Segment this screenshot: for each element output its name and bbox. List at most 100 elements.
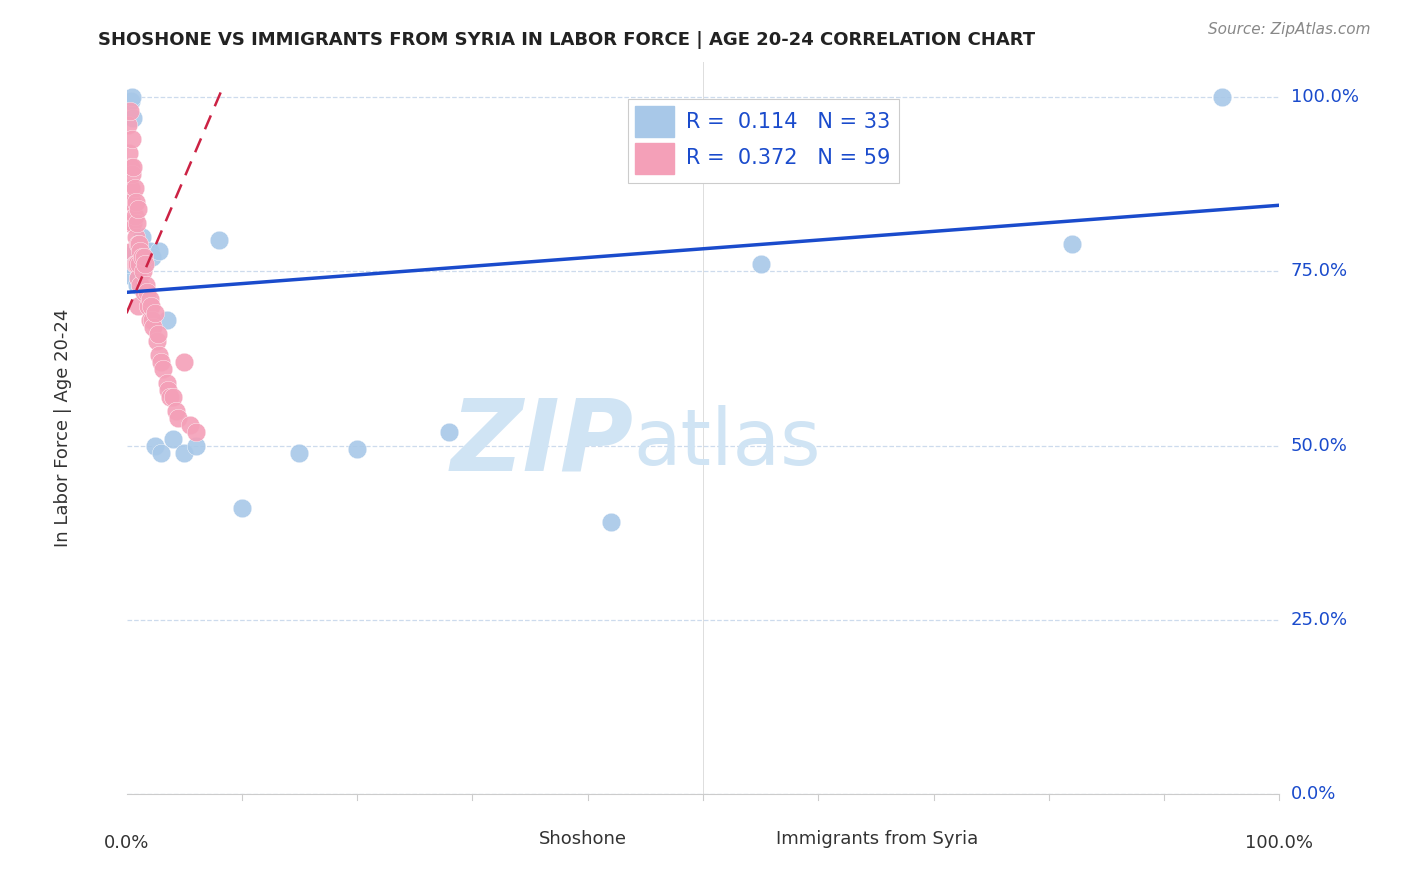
Point (162, 390, 184, 404)
Point (118, 216, 141, 230)
Text: 0.0%: 0.0% (1291, 785, 1336, 803)
Point (127, 202, 149, 216)
Point (288, 445, 311, 459)
Text: 25.0%: 25.0% (1291, 611, 1348, 629)
Point (136, 285, 159, 300)
Point (208, 233, 231, 247)
Point (128, 257, 150, 271)
Point (179, 417, 201, 432)
Point (118, 257, 141, 271)
Point (124, 257, 146, 271)
Point (173, 355, 195, 369)
Point (118, 181, 141, 195)
Text: 0.0%: 0.0% (104, 834, 149, 852)
Point (124, 244, 146, 258)
Point (1060, 236, 1083, 251)
Point (120, 181, 142, 195)
Point (132, 251, 155, 265)
Point (129, 278, 152, 293)
Point (127, 271, 149, 285)
Point (125, 257, 148, 271)
Point (167, 410, 190, 425)
Point (138, 299, 160, 313)
Point (117, 118, 139, 132)
Point (127, 236, 149, 251)
Point (346, 442, 368, 456)
Point (127, 271, 149, 285)
Point (124, 209, 146, 223)
Point (156, 313, 179, 327)
Point (134, 257, 156, 271)
Point (122, 160, 145, 174)
FancyBboxPatch shape (742, 830, 770, 849)
Text: Source: ZipAtlas.com: Source: ZipAtlas.com (1208, 22, 1371, 37)
Point (121, 244, 143, 258)
Text: SHOSHONE VS IMMIGRANTS FROM SYRIA IN LABOR FORCE | AGE 20-24 CORRELATION CHART: SHOSHONE VS IMMIGRANTS FROM SYRIA IN LAB… (98, 31, 1036, 49)
FancyBboxPatch shape (506, 830, 533, 849)
Text: R =  0.114   N = 33: R = 0.114 N = 33 (686, 112, 890, 132)
Point (131, 229, 153, 244)
Point (145, 306, 166, 320)
Point (139, 299, 162, 313)
Point (145, 439, 166, 453)
Point (120, 160, 142, 174)
Point (599, 515, 621, 529)
Point (156, 376, 179, 390)
Point (134, 257, 156, 271)
Point (125, 216, 148, 230)
FancyBboxPatch shape (628, 99, 898, 183)
Point (157, 383, 180, 397)
Text: ZIP: ZIP (451, 394, 634, 491)
Point (749, 257, 772, 271)
Point (125, 257, 148, 271)
Point (132, 244, 155, 258)
FancyBboxPatch shape (636, 143, 675, 174)
Text: 50.0%: 50.0% (1291, 436, 1347, 455)
Point (439, 425, 461, 439)
Text: 100.0%: 100.0% (1291, 88, 1358, 106)
Point (118, 194, 141, 209)
Point (127, 299, 149, 313)
Point (121, 90, 143, 104)
FancyBboxPatch shape (636, 106, 675, 137)
Point (135, 278, 157, 293)
Point (141, 251, 163, 265)
Point (184, 425, 207, 439)
Point (129, 278, 152, 293)
Point (121, 194, 143, 209)
Text: R =  0.372   N = 59: R = 0.372 N = 59 (686, 148, 890, 169)
Text: 100.0%: 100.0% (1246, 834, 1313, 852)
Point (124, 181, 146, 195)
Point (128, 257, 150, 271)
Point (141, 313, 163, 327)
Point (148, 244, 170, 258)
Point (117, 160, 139, 174)
Point (165, 403, 187, 417)
Point (136, 244, 159, 258)
Point (125, 194, 148, 209)
Point (231, 501, 253, 516)
Point (125, 247, 148, 261)
Point (173, 445, 195, 459)
Point (118, 146, 141, 161)
Point (1211, 90, 1233, 104)
Point (138, 293, 160, 307)
Point (131, 264, 153, 278)
Point (120, 94, 142, 108)
Point (129, 244, 152, 258)
Point (138, 244, 160, 258)
Point (152, 362, 174, 376)
Point (184, 439, 207, 453)
Point (121, 167, 143, 181)
Text: 75.0%: 75.0% (1291, 262, 1348, 280)
Point (162, 432, 184, 446)
Point (131, 251, 153, 265)
Point (132, 285, 155, 300)
Point (145, 334, 167, 348)
Text: atlas: atlas (634, 405, 821, 481)
Point (128, 236, 150, 251)
Point (122, 111, 145, 125)
Point (150, 445, 173, 459)
Point (146, 327, 169, 342)
Point (125, 229, 148, 244)
